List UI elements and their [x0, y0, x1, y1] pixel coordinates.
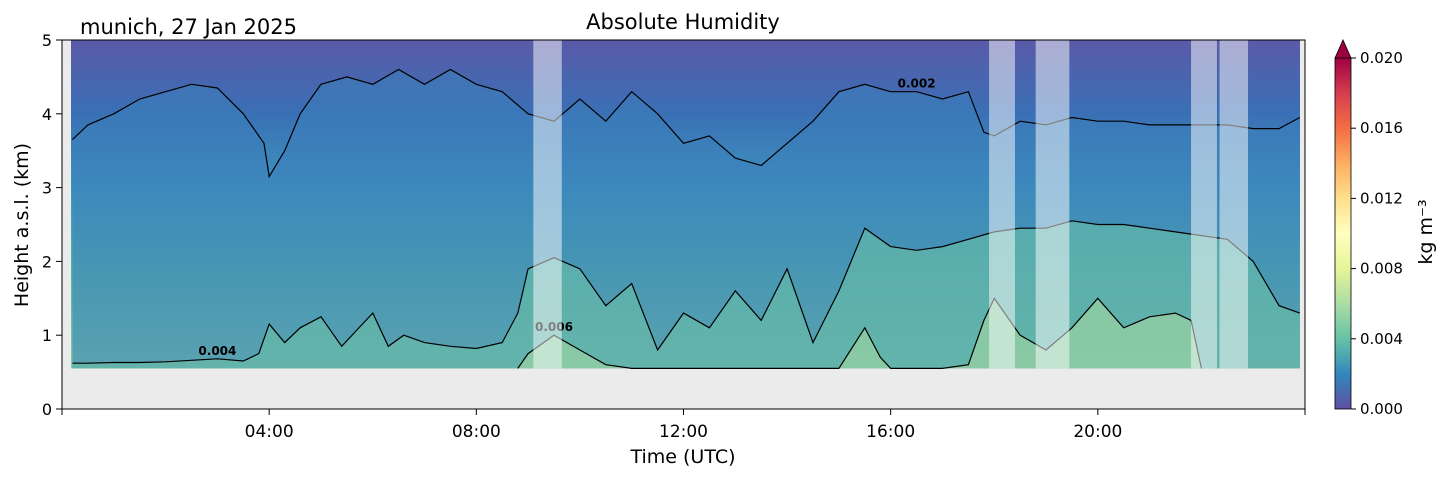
humidity-band-0.006	[517, 298, 1202, 369]
colorbar-tick-label: 0.012	[1360, 189, 1403, 207]
colorbar-tick-label: 0.000	[1360, 400, 1403, 418]
colorbar: 0.000 0.004 0.008 0.012 0.016 0.020 kg m⁻³	[1334, 39, 1437, 418]
y-tick-label: 3	[42, 179, 52, 198]
masked-time-bar	[1035, 40, 1070, 369]
x-tick-label: 16:00	[866, 422, 915, 442]
masked-time-bar	[1219, 40, 1249, 369]
colorbar-tick-label: 0.008	[1360, 260, 1403, 278]
x-tick-label: 04:00	[245, 422, 294, 442]
x-axis-label: Time (UTC)	[629, 446, 735, 468]
contour-line-0.004	[72, 220, 1301, 364]
y-tick-label: 5	[42, 31, 52, 50]
contour-label: 0.002	[898, 77, 936, 91]
colorbar-tick-label: 0.004	[1360, 330, 1403, 348]
y-tick-label: 4	[42, 105, 52, 124]
x-tick-label: 08:00	[452, 422, 501, 442]
x-tick-label: 20:00	[1073, 422, 1122, 442]
colorbar-tick-label: 0.016	[1360, 119, 1403, 137]
masked-time-bar	[989, 40, 1015, 369]
y-axis-label: Height a.s.l. (km)	[11, 143, 33, 307]
masked-time-bar	[1191, 40, 1217, 369]
y-tick-label: 0	[42, 400, 52, 419]
contour-label: 0.004	[198, 344, 236, 358]
masked-time-bar	[533, 40, 562, 369]
y-tick-label: 1	[42, 326, 52, 345]
location-date-label: munich, 27 Jan 2025	[80, 15, 297, 39]
colorbar-tick-label: 0.020	[1360, 49, 1403, 67]
colorbar-extend-arrow	[1334, 39, 1352, 59]
chart-title: Absolute Humidity	[586, 10, 780, 34]
y-tick-label: 2	[42, 252, 52, 271]
contour-line-0.006	[517, 297, 1202, 369]
colorbar-label: kg m⁻³	[1415, 199, 1437, 264]
contour-line-0.002	[71, 68, 1301, 179]
x-tick-label: 12:00	[659, 422, 708, 442]
colorbar-gradient	[1334, 57, 1352, 410]
